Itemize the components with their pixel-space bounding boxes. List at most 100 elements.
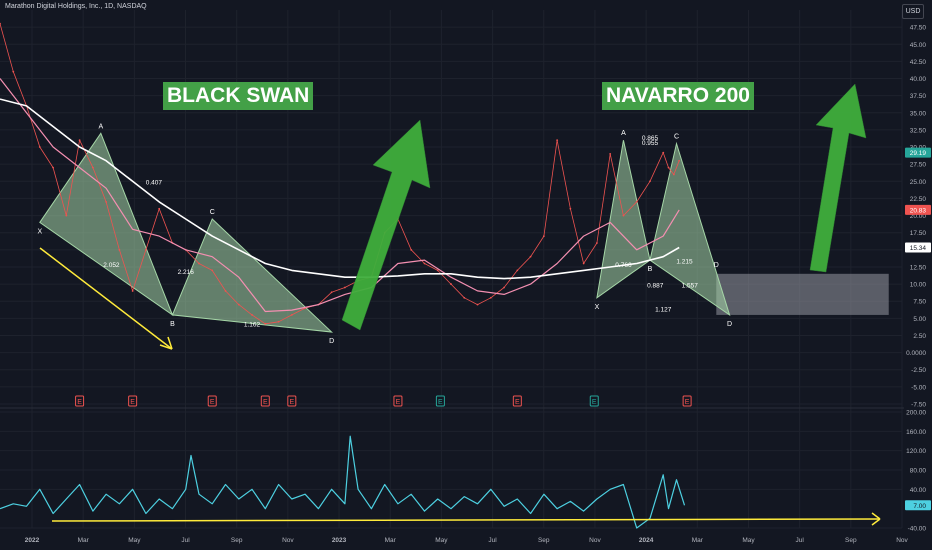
ratio-label: 0.407 [146, 180, 163, 187]
price-point [145, 248, 147, 251]
price-point [343, 286, 346, 289]
earnings-marker[interactable] [682, 395, 692, 407]
price-point [65, 214, 68, 217]
osc-baseline-line [51, 518, 881, 522]
price-point [264, 322, 267, 325]
price-tick: -2.50 [911, 367, 926, 374]
price-tick: 20.00 [910, 213, 927, 220]
earnings-marker[interactable] [512, 395, 522, 407]
price-tick: 47.50 [910, 25, 927, 32]
price-tick: 22.50 [910, 196, 927, 203]
price-point [237, 303, 240, 306]
downtrend-line [39, 247, 173, 350]
earnings-marker[interactable] [589, 395, 599, 407]
navarro-label: NAVARRO 200 [602, 82, 754, 110]
price-tick: 2.50 [913, 333, 926, 340]
price-point [52, 166, 54, 169]
price-point [529, 255, 532, 258]
osc-tick: 120.00 [906, 448, 926, 455]
price-tag-label: 15.34 [910, 245, 927, 252]
price-point [158, 207, 161, 210]
time-tick: Jul [181, 537, 190, 544]
series-ma_fast [0, 78, 680, 313]
black-swan-point-A: A [98, 123, 103, 130]
main-grid [0, 10, 932, 528]
price-tag [905, 242, 931, 253]
earnings-marker[interactable] [260, 395, 270, 407]
price-point [91, 166, 94, 169]
price-point [667, 166, 670, 169]
time-axis[interactable]: 2022 Mar May Jul Sep Nov 2023 Mar May Jul Sep Nov 20… [25, 537, 909, 544]
price-axis-bg [904, 0, 932, 550]
currency-button[interactable]: USD [902, 4, 924, 19]
price-point [118, 248, 121, 251]
time-tick: Sep [845, 537, 857, 544]
black-swan-point-X: X [37, 228, 42, 235]
time-tick: Sep [538, 537, 550, 544]
earnings-marker[interactable] [287, 395, 297, 407]
price-tick: 32.50 [910, 127, 927, 134]
price-tick: 0.0000 [906, 350, 926, 357]
downtrend-arrowhead [159, 336, 173, 350]
target-zone-box [716, 273, 889, 315]
oscillator-panel: 200.00160.00120.0080.0040.007.00-40.007.… [0, 410, 931, 533]
osc-current-tag-label: 7.00 [913, 503, 926, 510]
price-point [596, 242, 598, 244]
price-point [609, 152, 612, 155]
price-tick: -5.00 [911, 384, 926, 391]
ratio-label: 1.557 [682, 283, 699, 290]
price-point [277, 320, 280, 323]
time-tick: May [435, 537, 448, 544]
navarro-200-point-B: B [648, 266, 653, 273]
osc-tick: 80.00 [910, 468, 927, 475]
time-tick: Nov [282, 537, 294, 544]
black-swan-point-C: C [210, 209, 215, 216]
navarro-200-point-C: C [674, 134, 679, 141]
time-tick: 2022 [25, 537, 40, 544]
time-tick: Sep [231, 537, 243, 544]
earnings-marker-label: E [592, 399, 597, 406]
navarro-200-triangle [649, 141, 731, 317]
osc-tick: 40.00 [910, 487, 927, 494]
price-point [224, 290, 227, 292]
price-tick: 17.50 [910, 230, 927, 237]
price-axis[interactable]: 47.5045.0042.5040.0037.5035.0032.5030.00… [904, 0, 932, 550]
price-tick: 40.00 [910, 76, 927, 83]
price-point [516, 269, 519, 272]
price-tick: 12.50 [910, 264, 927, 271]
time-tick: May [128, 537, 141, 544]
time-tick: May [742, 537, 755, 544]
price-point [105, 200, 108, 203]
price-tick: -7.50 [911, 402, 926, 409]
earnings-marker-label: E [438, 399, 443, 406]
price-tick: 5.00 [913, 316, 926, 323]
price-point [622, 214, 625, 217]
series-ma_slow [0, 98, 680, 280]
price-point [330, 291, 333, 294]
ratio-label: 1.162 [244, 322, 261, 329]
breakout-arrow-left [341, 119, 431, 331]
earnings-marker[interactable] [207, 395, 217, 407]
price-point [569, 207, 572, 210]
earnings-marker[interactable] [128, 395, 138, 407]
earnings-marker-label: E [515, 399, 520, 406]
osc-tick: -40.00 [908, 526, 927, 533]
price-point [0, 22, 1, 25]
osc-tick: 160.00 [906, 429, 926, 436]
price-point [476, 303, 479, 306]
earnings-marker[interactable] [75, 395, 85, 407]
ratio-label: 2.216 [178, 269, 195, 276]
osc-current-tag [905, 500, 931, 511]
black-swan-label: BLACK SWAN [163, 82, 314, 110]
navarro-200-point-D: D [727, 321, 732, 328]
price-point [290, 314, 293, 316]
price-tick: 45.00 [910, 42, 927, 49]
earnings-marker[interactable] [393, 395, 403, 407]
time-tick: Mar [385, 537, 397, 544]
price-point [423, 262, 426, 265]
price-point [450, 283, 452, 285]
earnings-marker[interactable] [435, 395, 445, 407]
price-point [542, 235, 545, 238]
price-tag-label: 29.19 [910, 150, 927, 157]
